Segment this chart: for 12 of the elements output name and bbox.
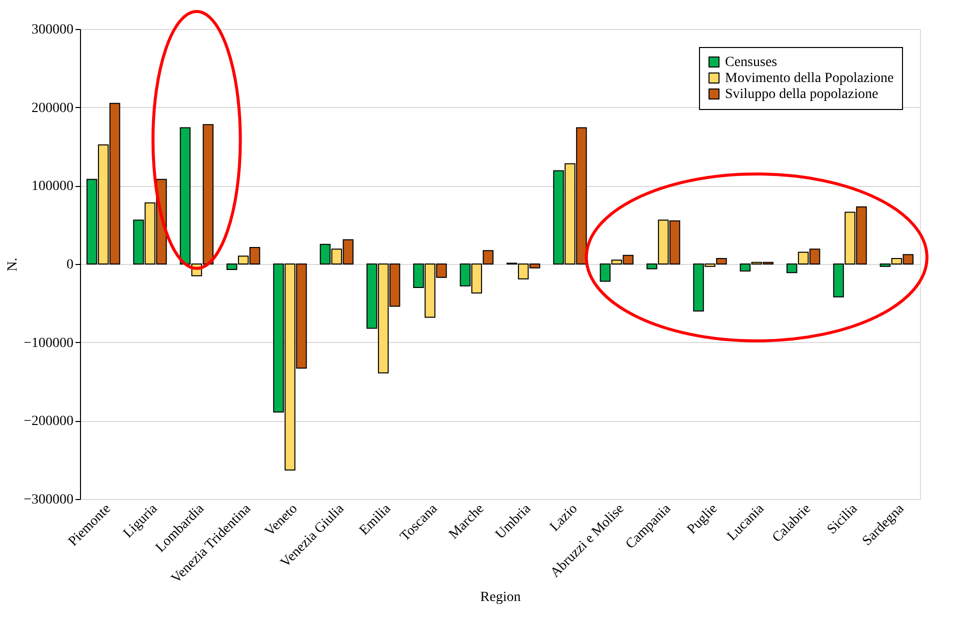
legend-label: Sviluppo della popolazione [725, 87, 878, 102]
y-tick-label: 100000 [32, 179, 74, 194]
y-tick-label: 300000 [32, 22, 74, 38]
y-tick-label: −100000 [24, 336, 74, 351]
x-axis-title: Region [480, 590, 521, 606]
legend-label: Movimento della Popolazione [725, 71, 894, 86]
legend-label: Censuses [725, 55, 778, 70]
y-tick-label: 200000 [32, 100, 74, 116]
y-tick-label: −200000 [24, 414, 74, 430]
y-tick-label: 0 [66, 258, 74, 272]
y-tick-label: −300000 [24, 492, 74, 508]
y-axis-title: N. [6, 258, 21, 272]
